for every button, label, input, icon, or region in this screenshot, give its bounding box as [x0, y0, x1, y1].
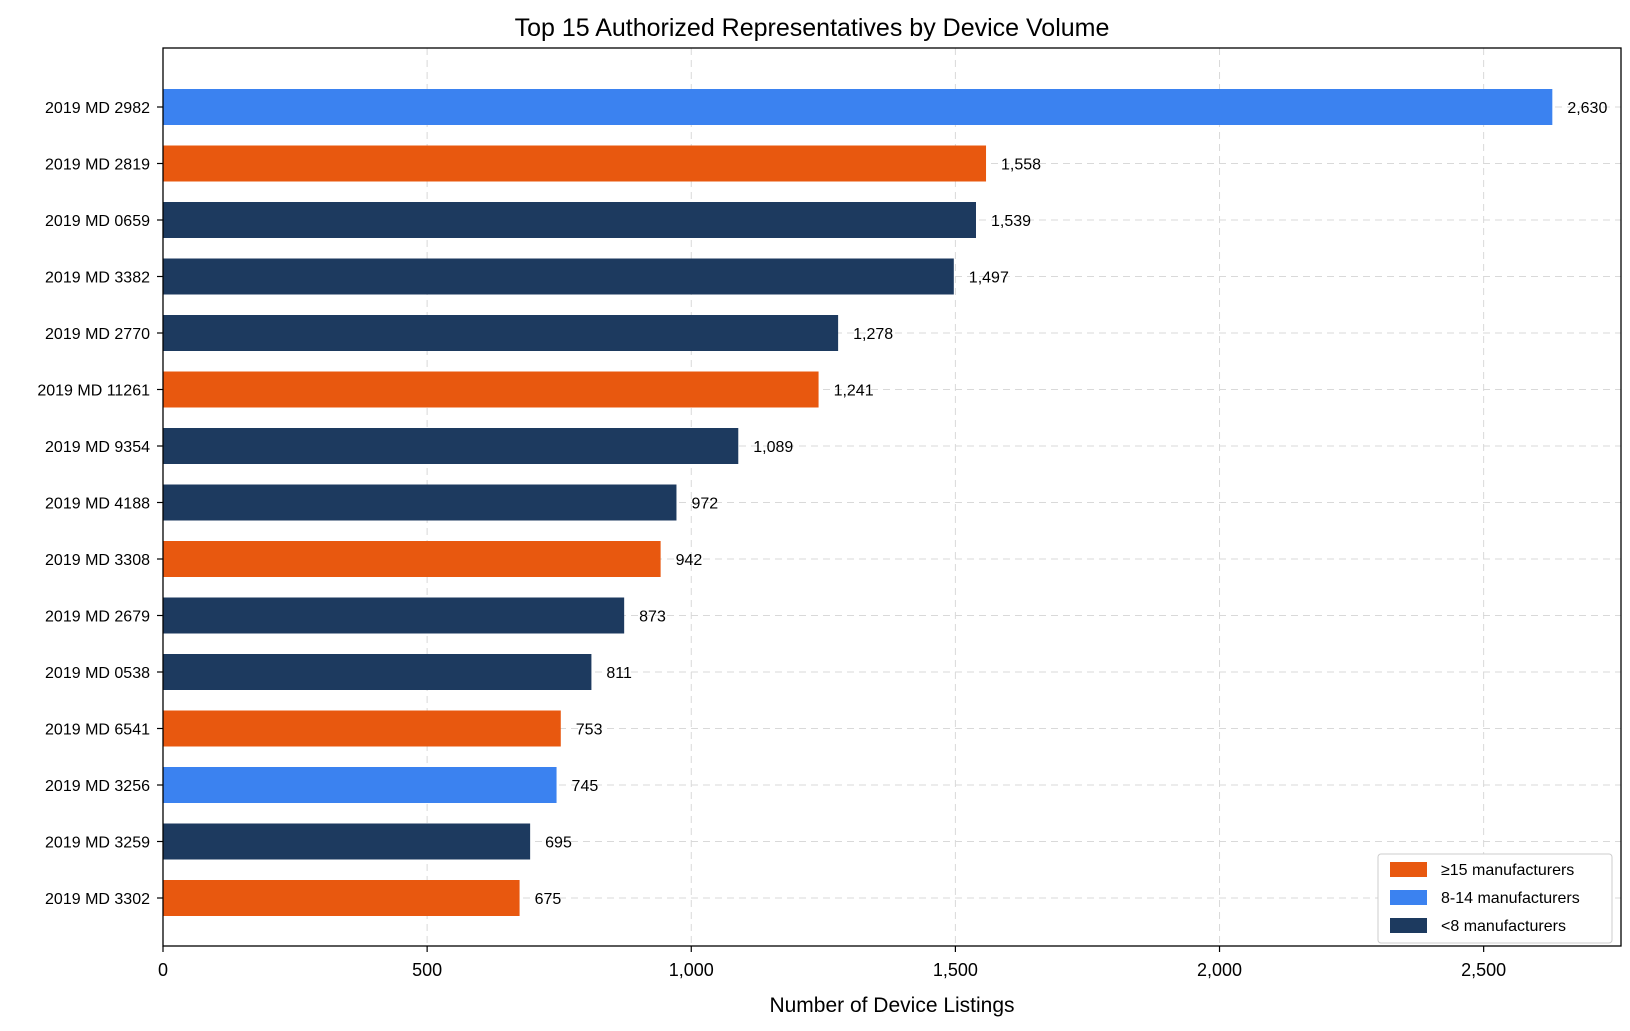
bar-value-label: 695: [545, 835, 572, 852]
y-category-label: 2019 MD 2982: [45, 100, 150, 117]
bar: [163, 710, 561, 747]
bar: [163, 371, 819, 408]
y-ticks: 2019 MD 2982 2019 MD 2819 2019 MD 0659 2019…: [37, 100, 163, 908]
bar-layer: 2,630 1,558 1,539 1,497 1,278 1,241 1,089 972 94…: [163, 89, 1607, 916]
bar-value-label: 942: [676, 552, 703, 569]
bar-value-label: 1,558: [1001, 157, 1041, 174]
y-category-label: 2019 MD 3382: [45, 270, 150, 287]
bar-value-label: 1,539: [991, 213, 1031, 230]
bar: [163, 258, 954, 295]
bar-value-label: 753: [576, 722, 603, 739]
y-category-label: 2019 MD 2770: [45, 326, 150, 343]
bar-value-label: 1,241: [834, 383, 874, 400]
y-category-label: 2019 MD 9354: [45, 439, 150, 456]
bar: [163, 202, 976, 238]
bar: [163, 597, 625, 634]
y-category-label: 2019 MD 3302: [45, 891, 150, 908]
y-category-label: 2019 MD 2819: [45, 157, 150, 174]
bar-value-label: 745: [572, 778, 599, 795]
bar: [163, 89, 1553, 125]
legend-label: <8 manufacturers: [1441, 918, 1566, 935]
legend-items: ≥15 manufacturers 8-14 manufacturers <8 ma…: [1390, 862, 1580, 935]
bar-value-label: 2,630: [1567, 100, 1607, 117]
legend-swatch: [1390, 918, 1427, 933]
y-category-label: 2019 MD 3256: [45, 778, 150, 795]
plot-frame: [162, 47, 1622, 947]
chart-title: Top 15 Authorized Representatives by Dev…: [515, 14, 1110, 42]
legend: ≥15 manufacturers 8-14 manufacturers <8 ma…: [1377, 853, 1613, 944]
x-tick-label: 2,500: [1461, 960, 1506, 980]
x-tick-label: 2,000: [1197, 960, 1242, 980]
y-category-label: 2019 MD 3259: [45, 835, 150, 852]
bar: [163, 484, 677, 521]
bar: [163, 428, 739, 464]
bar-value-label: 675: [535, 891, 562, 908]
x-tick-label: 500: [412, 960, 442, 980]
x-tick-label: 0: [158, 960, 168, 980]
bar: [163, 541, 661, 577]
x-tick-label: 1,000: [669, 960, 714, 980]
y-category-label: 2019 MD 0659: [45, 213, 150, 230]
bar-value-label: 811: [606, 665, 632, 682]
x-axis-label: Number of Device Listings: [769, 994, 1014, 1017]
y-category-label: 2019 MD 3308: [45, 552, 150, 569]
bar: [163, 880, 520, 916]
x-tick-label: 1,500: [933, 960, 978, 980]
y-category-label: 2019 MD 2679: [45, 609, 150, 626]
legend-swatch: [1390, 862, 1427, 877]
bar: [163, 654, 592, 690]
bar: [163, 315, 839, 351]
bar-value-label: 1,089: [753, 439, 793, 456]
bar-value-label: 972: [691, 496, 718, 513]
bar: [163, 823, 531, 860]
y-category-label: 2019 MD 4188: [45, 496, 150, 513]
x-ticks: 0 500 1,000 1,500 2,000 2,500: [158, 946, 1506, 980]
legend-label: ≥15 manufacturers: [1441, 862, 1574, 879]
bar: [163, 767, 557, 803]
legend-swatch: [1390, 890, 1427, 905]
bar-value-label: 873: [639, 609, 666, 626]
legend-label: 8-14 manufacturers: [1441, 890, 1580, 907]
bar-value-label: 1,497: [969, 270, 1009, 287]
y-category-label: 2019 MD 11261: [37, 383, 150, 400]
y-category-label: 2019 MD 6541: [45, 722, 150, 739]
y-category-label: 2019 MD 0538: [45, 665, 150, 682]
bar-value-label: 1,278: [853, 326, 893, 343]
bar: [163, 145, 987, 182]
legend-box: [1377, 853, 1613, 944]
